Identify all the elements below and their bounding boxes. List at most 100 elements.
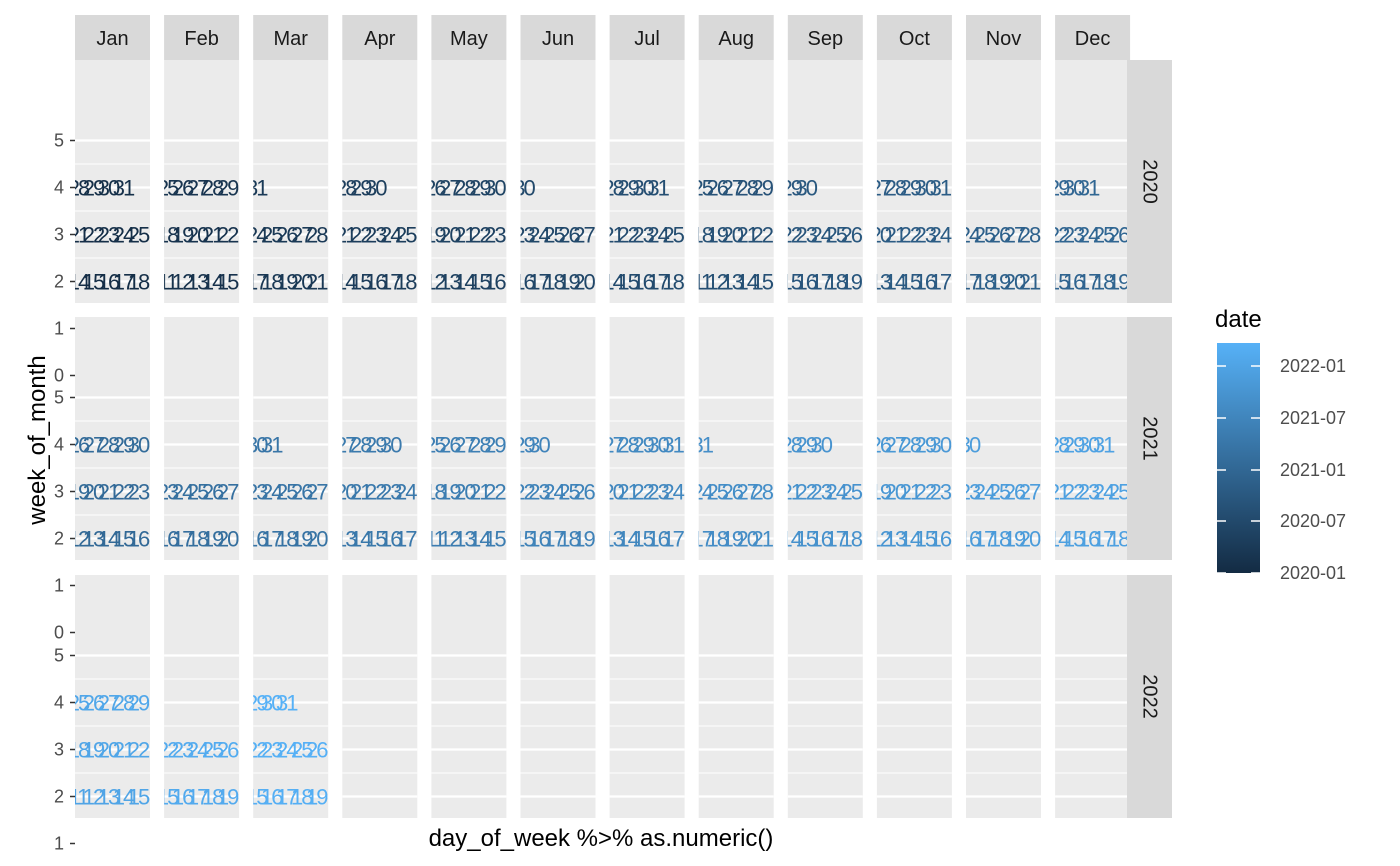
panel-background: [164, 575, 240, 818]
day-label: 15: [157, 785, 179, 810]
day-label: 23: [513, 223, 535, 248]
day-labels: 1234567891011121314151617181920212223242…: [335, 176, 417, 295]
day-label: 18: [128, 270, 150, 295]
day-label: 27: [602, 433, 624, 458]
day-label: 30: [365, 176, 387, 201]
day-label: 16: [930, 527, 952, 552]
day-label: 16: [915, 270, 937, 295]
day-label: 15: [113, 527, 135, 552]
panel-2022-jan: 1234567891011121314151617181920212223242…: [69, 575, 150, 845]
day-label: 18: [662, 270, 684, 295]
day-label: 15: [915, 527, 937, 552]
day-label: 16: [157, 527, 179, 552]
day-label: 11: [69, 785, 90, 810]
panel-background: [342, 317, 418, 560]
day-label: 18: [291, 785, 313, 810]
day-label: 23: [796, 223, 818, 248]
day-label: 23: [632, 223, 654, 248]
day-label: 26: [202, 480, 224, 505]
day-label: 24: [172, 480, 194, 505]
day-label: 27: [1019, 480, 1041, 505]
day-label: 20: [721, 223, 743, 248]
panel-background: [1055, 575, 1131, 818]
day-label: 17: [974, 527, 996, 552]
day-label: 30: [1078, 433, 1100, 458]
day-label: 23: [246, 480, 268, 505]
day-label: 30: [528, 433, 550, 458]
panel-2022-apr: [342, 575, 418, 845]
day-label: 28: [68, 176, 90, 201]
day-label: 22: [751, 223, 773, 248]
y-tick-label: 1: [54, 834, 64, 854]
day-label: 19: [306, 785, 328, 810]
day-label: 15: [246, 785, 268, 810]
day-label: 16: [380, 527, 402, 552]
day-label: 28: [885, 176, 907, 201]
day-label: 29: [513, 433, 535, 458]
strip-month-label: Jan: [96, 28, 128, 50]
strip-month-jan: Jan: [75, 15, 150, 60]
day-label: 16: [811, 527, 833, 552]
day-label: 23: [365, 223, 387, 248]
day-label: 19: [870, 480, 892, 505]
day-label: 16: [128, 527, 150, 552]
day-label: 24: [395, 480, 417, 505]
day-label: 28: [113, 691, 135, 716]
strip-month-label: Feb: [184, 28, 218, 50]
panel-background: [75, 60, 150, 303]
strip-month-label: Dec: [1075, 28, 1111, 50]
day-label: 28: [335, 176, 357, 201]
legend-label: 2020-07: [1280, 511, 1346, 531]
day-label: 25: [826, 223, 848, 248]
strip-month-label: Nov: [986, 28, 1022, 50]
day-label: 29: [632, 433, 654, 458]
day-label: 18: [706, 527, 728, 552]
day-label: 19: [841, 270, 863, 295]
day-label: 29: [751, 176, 773, 201]
day-label: 12: [870, 527, 892, 552]
day-label: 21: [602, 223, 624, 248]
day-label: 29: [1048, 176, 1070, 201]
day-label: 27: [1004, 223, 1026, 248]
day-label: 26: [870, 433, 892, 458]
day-label: 21: [306, 270, 328, 295]
strip-month-aug: Aug: [698, 15, 774, 60]
day-label: 16: [1063, 270, 1085, 295]
day-label: 12: [424, 270, 446, 295]
legend-label: 2021-01: [1280, 460, 1346, 480]
panel-background: [876, 317, 952, 560]
day-label: 23: [959, 480, 981, 505]
day-label: 18: [202, 785, 224, 810]
panel-background: [698, 575, 774, 818]
panel-2021-aug: 1234567891011121314151617181920212223242…: [698, 317, 774, 634]
day-label: 24: [528, 223, 550, 248]
day-label: 16: [632, 270, 654, 295]
panel-background: [609, 317, 685, 560]
panel-background: [520, 317, 596, 560]
day-label: 27: [306, 480, 328, 505]
day-label: 17: [246, 270, 268, 295]
day-label: 26: [721, 480, 743, 505]
panel-2021-oct: 1234567891011121314151617181920212223242…: [870, 317, 952, 634]
day-labels: 1234567891011121314151617181920212223242…: [870, 433, 952, 552]
day-label: 27: [885, 433, 907, 458]
panel-background: [253, 60, 329, 303]
panel-2021-jul: 1234567891011121314151617181920212223242…: [602, 317, 685, 634]
panel-2022-jul: [609, 575, 685, 845]
y-tick-label: 3: [54, 225, 64, 245]
day-label: 22: [900, 223, 922, 248]
day-label: 18: [974, 270, 996, 295]
day-label: 28: [1048, 433, 1070, 458]
day-label: 18: [424, 480, 446, 505]
day-label: 22: [1063, 480, 1085, 505]
y-tick-label: 2: [54, 787, 64, 807]
day-label: 19: [558, 270, 580, 295]
day-label: 17: [261, 527, 283, 552]
day-label: 14: [900, 527, 922, 552]
day-label: 20: [291, 270, 313, 295]
day-label: 21: [98, 480, 120, 505]
day-label: 26: [558, 223, 580, 248]
day-label: 22: [128, 738, 150, 763]
day-label: 21: [736, 223, 758, 248]
